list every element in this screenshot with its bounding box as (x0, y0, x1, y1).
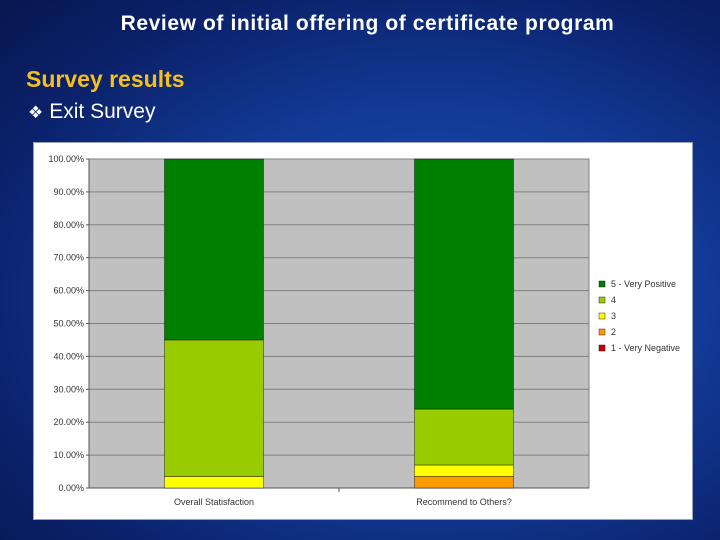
bar-segment (414, 476, 514, 489)
y-tick-label: 50.00% (53, 319, 84, 329)
legend-swatch (598, 312, 606, 320)
legend-label: 1 - Very Negative (611, 343, 680, 353)
section-heading: Survey results (26, 66, 185, 92)
y-tick-label: 0.00% (58, 483, 84, 493)
bullet-item: ❖ Exit Survey (28, 100, 155, 124)
y-tick-label: 70.00% (53, 253, 84, 263)
legend-label: 4 (611, 295, 616, 305)
y-tick-label: 30.00% (53, 384, 84, 394)
y-tick-label: 90.00% (53, 187, 84, 197)
legend-label: 3 (611, 311, 616, 321)
chart-panel: 0.00% 10.00% 20.00% 30.00% 40.00% 50.00% 60.00… (33, 142, 693, 520)
legend-label: 5 - Very Positive (611, 279, 676, 289)
legend-swatch (598, 328, 606, 336)
category-label: Overall Statisfaction (174, 497, 254, 507)
bar-segment (414, 158, 514, 410)
legend-swatch (598, 296, 606, 304)
y-tick-label: 40.00% (53, 351, 84, 361)
bar-segment (414, 408, 514, 466)
diamond-bullet-icon: ❖ (28, 103, 44, 122)
bar-segment (164, 476, 264, 489)
stacked-bar-chart: 0.00% 10.00% 20.00% 30.00% 40.00% 50.00% 60.00… (48, 154, 680, 507)
category-label: Recommend to Others? (416, 497, 512, 507)
y-tick-label: 60.00% (53, 286, 84, 296)
bar-segment (164, 158, 264, 341)
legend-label: 2 (611, 327, 616, 337)
legend-swatch (598, 344, 606, 352)
bar-segment (414, 464, 514, 477)
bar-segment (164, 339, 264, 477)
legend-swatch (598, 280, 606, 288)
y-tick-label: 20.00% (53, 417, 84, 427)
y-tick-label: 100.00% (48, 154, 84, 164)
bullet-text: Exit Survey (49, 100, 156, 123)
y-tick-label: 10.00% (53, 450, 84, 460)
y-tick-label: 80.00% (53, 220, 84, 230)
slide-title: Review of initial offering of certificat… (120, 12, 615, 35)
